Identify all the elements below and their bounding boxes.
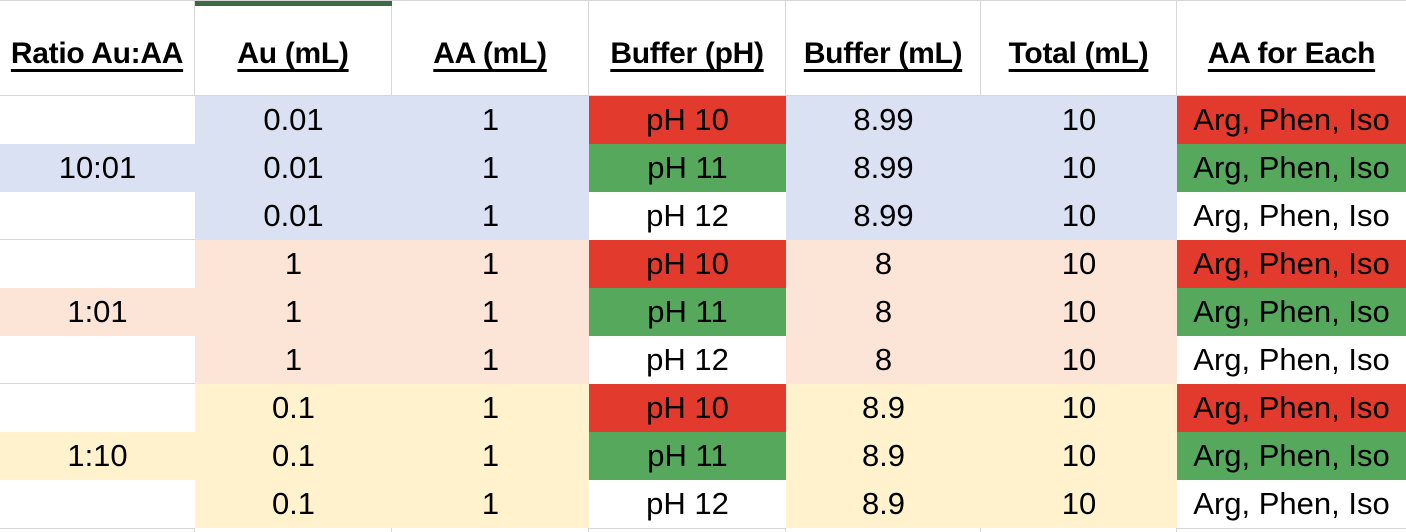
cell-buffer-ph-partial[interactable] [589,528,786,532]
cell-aa-ml[interactable]: 1 [392,192,589,240]
cell-aa-for-each[interactable]: Arg, Phen, Iso [1177,144,1406,192]
header-buffer-ph[interactable]: Buffer (pH) [589,1,786,95]
cell-au-ml[interactable]: 0.1 [195,432,392,480]
header-ratio[interactable]: Ratio Au:AA [0,1,195,95]
cell-aa-ml[interactable]: 1 [392,288,589,336]
header-aa-for-each[interactable]: AA for Each [1177,1,1406,95]
header-label-aa-for-each: AA for Each [1207,37,1376,70]
cell-buffer-ml[interactable]: 8.99 [786,192,981,240]
cell-ratio[interactable]: 1:10 [0,432,195,480]
header-label-buffer-ml: Buffer (mL) [803,37,963,70]
cell-aa-for-each[interactable]: Arg, Phen, Iso [1177,384,1406,432]
cell-total-ml[interactable]: 10 [981,480,1177,528]
cell-buffer-ml[interactable]: 8.9 [786,432,981,480]
cell-ratio-partial[interactable] [0,528,195,532]
cell-ratio[interactable] [0,96,195,144]
cell-aa-ml[interactable]: 1 [392,240,589,288]
cell-au-ml[interactable]: 0.01 [195,96,392,144]
cell-au-ml[interactable]: 0.1 [195,384,392,432]
cell-buffer-ph[interactable]: pH 10 [589,384,786,432]
cell-au-ml-partial[interactable] [195,528,392,532]
cell-ratio[interactable] [0,240,195,288]
cell-buffer-ml[interactable]: 8.99 [786,144,981,192]
header-buffer-ml[interactable]: Buffer (mL) [786,1,981,95]
cell-aa-for-each[interactable]: Arg, Phen, Iso [1177,96,1406,144]
cell-aa-ml-partial[interactable] [392,528,589,532]
cell-ratio[interactable]: 10:01 [0,144,195,192]
header-label-au-ml: Au (mL) [237,37,349,70]
cell-aa-for-each[interactable]: Arg, Phen, Iso [1177,432,1406,480]
cell-aa-for-each[interactable]: Arg, Phen, Iso [1177,240,1406,288]
header-label-aa-ml: AA (mL) [433,37,547,70]
cell-aa-for-each-partial[interactable] [1177,528,1406,532]
cell-au-ml[interactable]: 0.01 [195,192,392,240]
cell-buffer-ph[interactable]: pH 12 [589,336,786,384]
cell-buffer-ml[interactable]: 8 [786,336,981,384]
cell-total-ml[interactable]: 10 [981,384,1177,432]
cell-ratio[interactable] [0,480,195,528]
header-au-ml[interactable]: Au (mL) [195,1,392,95]
header-label-total-ml: Total (mL) [1008,37,1149,70]
cell-au-ml[interactable]: 1 [195,288,392,336]
table-body: 0.01 1 pH 10 8.99 10 Arg, Phen, Iso 10:01 0.01 1… [0,96,1406,528]
cell-aa-for-each[interactable]: Arg, Phen, Iso [1177,288,1406,336]
header-row: Ratio Au:AA Au (mL) AA (mL) Buffer (pH) Buff… [0,1,1406,96]
cell-total-ml[interactable]: 10 [981,192,1177,240]
cell-ratio[interactable] [0,336,195,384]
cell-au-ml[interactable]: 1 [195,240,392,288]
cell-buffer-ml[interactable]: 8 [786,288,981,336]
header-aa-ml[interactable]: AA (mL) [392,1,589,95]
cell-buffer-ph[interactable]: pH 10 [589,96,786,144]
cell-au-ml[interactable]: 0.01 [195,144,392,192]
cell-buffer-ml-partial[interactable] [786,528,981,532]
cell-total-ml[interactable]: 10 [981,144,1177,192]
cell-aa-ml[interactable]: 1 [392,336,589,384]
cell-ratio[interactable] [0,384,195,432]
cell-buffer-ph[interactable]: pH 11 [589,288,786,336]
cell-aa-for-each[interactable]: Arg, Phen, Iso [1177,336,1406,384]
green-fill-strip [195,1,392,6]
cell-buffer-ph[interactable]: pH 12 [589,480,786,528]
cell-total-ml[interactable]: 10 [981,432,1177,480]
header-total-ml[interactable]: Total (mL) [981,1,1177,95]
header-label-ratio: Ratio Au:AA [10,37,184,70]
cell-aa-ml[interactable]: 1 [392,432,589,480]
cell-buffer-ml[interactable]: 8.99 [786,96,981,144]
cell-aa-ml[interactable]: 1 [392,480,589,528]
cell-buffer-ph[interactable]: pH 10 [589,240,786,288]
cell-buffer-ml[interactable]: 8.9 [786,384,981,432]
partial-next-row [0,528,1406,532]
cell-aa-ml[interactable]: 1 [392,384,589,432]
cell-aa-ml[interactable]: 1 [392,144,589,192]
cell-aa-for-each[interactable]: Arg, Phen, Iso [1177,480,1406,528]
cell-buffer-ph[interactable]: pH 12 [589,192,786,240]
cell-buffer-ml[interactable]: 8 [786,240,981,288]
cell-buffer-ph[interactable]: pH 11 [589,144,786,192]
cell-buffer-ml[interactable]: 8.9 [786,480,981,528]
cell-total-ml[interactable]: 10 [981,96,1177,144]
header-label-buffer-ph: Buffer (pH) [610,37,764,70]
cell-total-ml[interactable]: 10 [981,336,1177,384]
cell-aa-ml[interactable]: 1 [392,96,589,144]
cell-ratio[interactable] [0,192,195,240]
cell-buffer-ph[interactable]: pH 11 [589,432,786,480]
cell-ratio[interactable]: 1:01 [0,288,195,336]
cell-total-ml[interactable]: 10 [981,288,1177,336]
cell-total-ml-partial[interactable] [981,528,1177,532]
cell-au-ml[interactable]: 1 [195,336,392,384]
cell-total-ml[interactable]: 10 [981,240,1177,288]
cell-aa-for-each[interactable]: Arg, Phen, Iso [1177,192,1406,240]
cell-au-ml[interactable]: 0.1 [195,480,392,528]
